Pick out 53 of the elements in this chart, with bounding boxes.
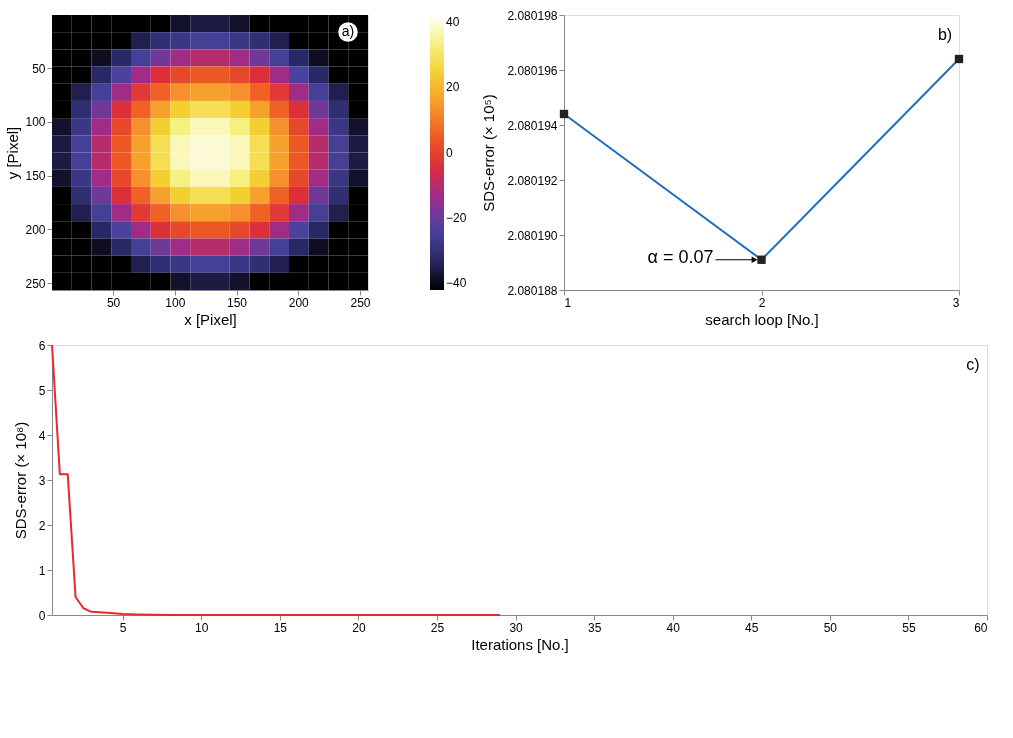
y-tick-label: 5: [38, 383, 46, 398]
annotation: c): [966, 356, 980, 373]
color-bar-label: −40: [446, 276, 467, 291]
y-tick-label: 2.080196: [507, 63, 558, 78]
y-tick-label: 100: [25, 115, 46, 130]
x-axis-title: x [Pixel]: [184, 310, 237, 328]
x-tick-label: 45: [745, 620, 759, 635]
y-tick-label: 1: [38, 563, 46, 578]
x-tick-label: 1: [564, 295, 572, 310]
x-tick-label: 250: [350, 295, 371, 310]
y-axis-title: y [Pixel]: [4, 126, 22, 180]
y-axis-title: SDS-error (× 10⁸): [11, 421, 29, 540]
x-tick-label: 50: [106, 295, 121, 310]
color-bar-label: 20: [446, 80, 460, 95]
y-tick-label: 2.080192: [507, 173, 558, 188]
x-tick-label: 30: [509, 620, 524, 635]
x-axis-title: Iterations [No.]: [471, 635, 569, 653]
y-tick-label: 3: [38, 473, 46, 488]
y-tick-label: 200: [25, 222, 46, 237]
y-tick-label: 2.080194: [507, 118, 558, 133]
y-tick-label: 50: [32, 61, 46, 76]
x-tick-label: 5: [119, 620, 127, 635]
color-bar-label: 0: [446, 145, 453, 160]
y-tick-label: 4: [38, 428, 46, 443]
x-tick-label: 35: [587, 620, 602, 635]
x-tick-label: 40: [666, 620, 681, 635]
color-bar-label: −20: [446, 210, 467, 225]
x-tick-label: 20: [352, 620, 366, 635]
annotation: b): [937, 26, 953, 43]
x-tick-label: 2: [758, 295, 766, 310]
y-tick-label: 250: [25, 276, 46, 291]
x-tick-label: 60: [974, 620, 988, 635]
x-tick-label: 100: [165, 295, 186, 310]
y-tick-label: 2.080188: [507, 283, 558, 298]
x-tick-label: 55: [902, 620, 916, 635]
x-tick-label: 50: [823, 620, 838, 635]
x-axis-title: search loop [No.]: [705, 310, 819, 328]
y-tick-label: 2.080198: [507, 8, 558, 23]
x-tick-label: 15: [273, 620, 288, 635]
y-axis-title: SDS-error (× 10⁵): [480, 94, 498, 212]
y-tick-label: 0: [38, 608, 46, 623]
y-tick-label: 2: [38, 518, 46, 533]
x-tick-label: 200: [288, 295, 310, 310]
annotation: α = 0.07: [647, 246, 714, 267]
y-tick-label: 150: [25, 169, 46, 184]
y-tick-label: 2.080190: [507, 228, 558, 243]
x-tick-label: 25: [430, 620, 445, 635]
x-tick-label: 150: [227, 295, 248, 310]
y-tick-label: 6: [38, 338, 46, 353]
color-bar-label: 40: [446, 14, 460, 29]
x-tick-label: 3: [952, 295, 960, 310]
x-tick-label: 10: [195, 620, 209, 635]
annotation: a): [341, 23, 355, 39]
